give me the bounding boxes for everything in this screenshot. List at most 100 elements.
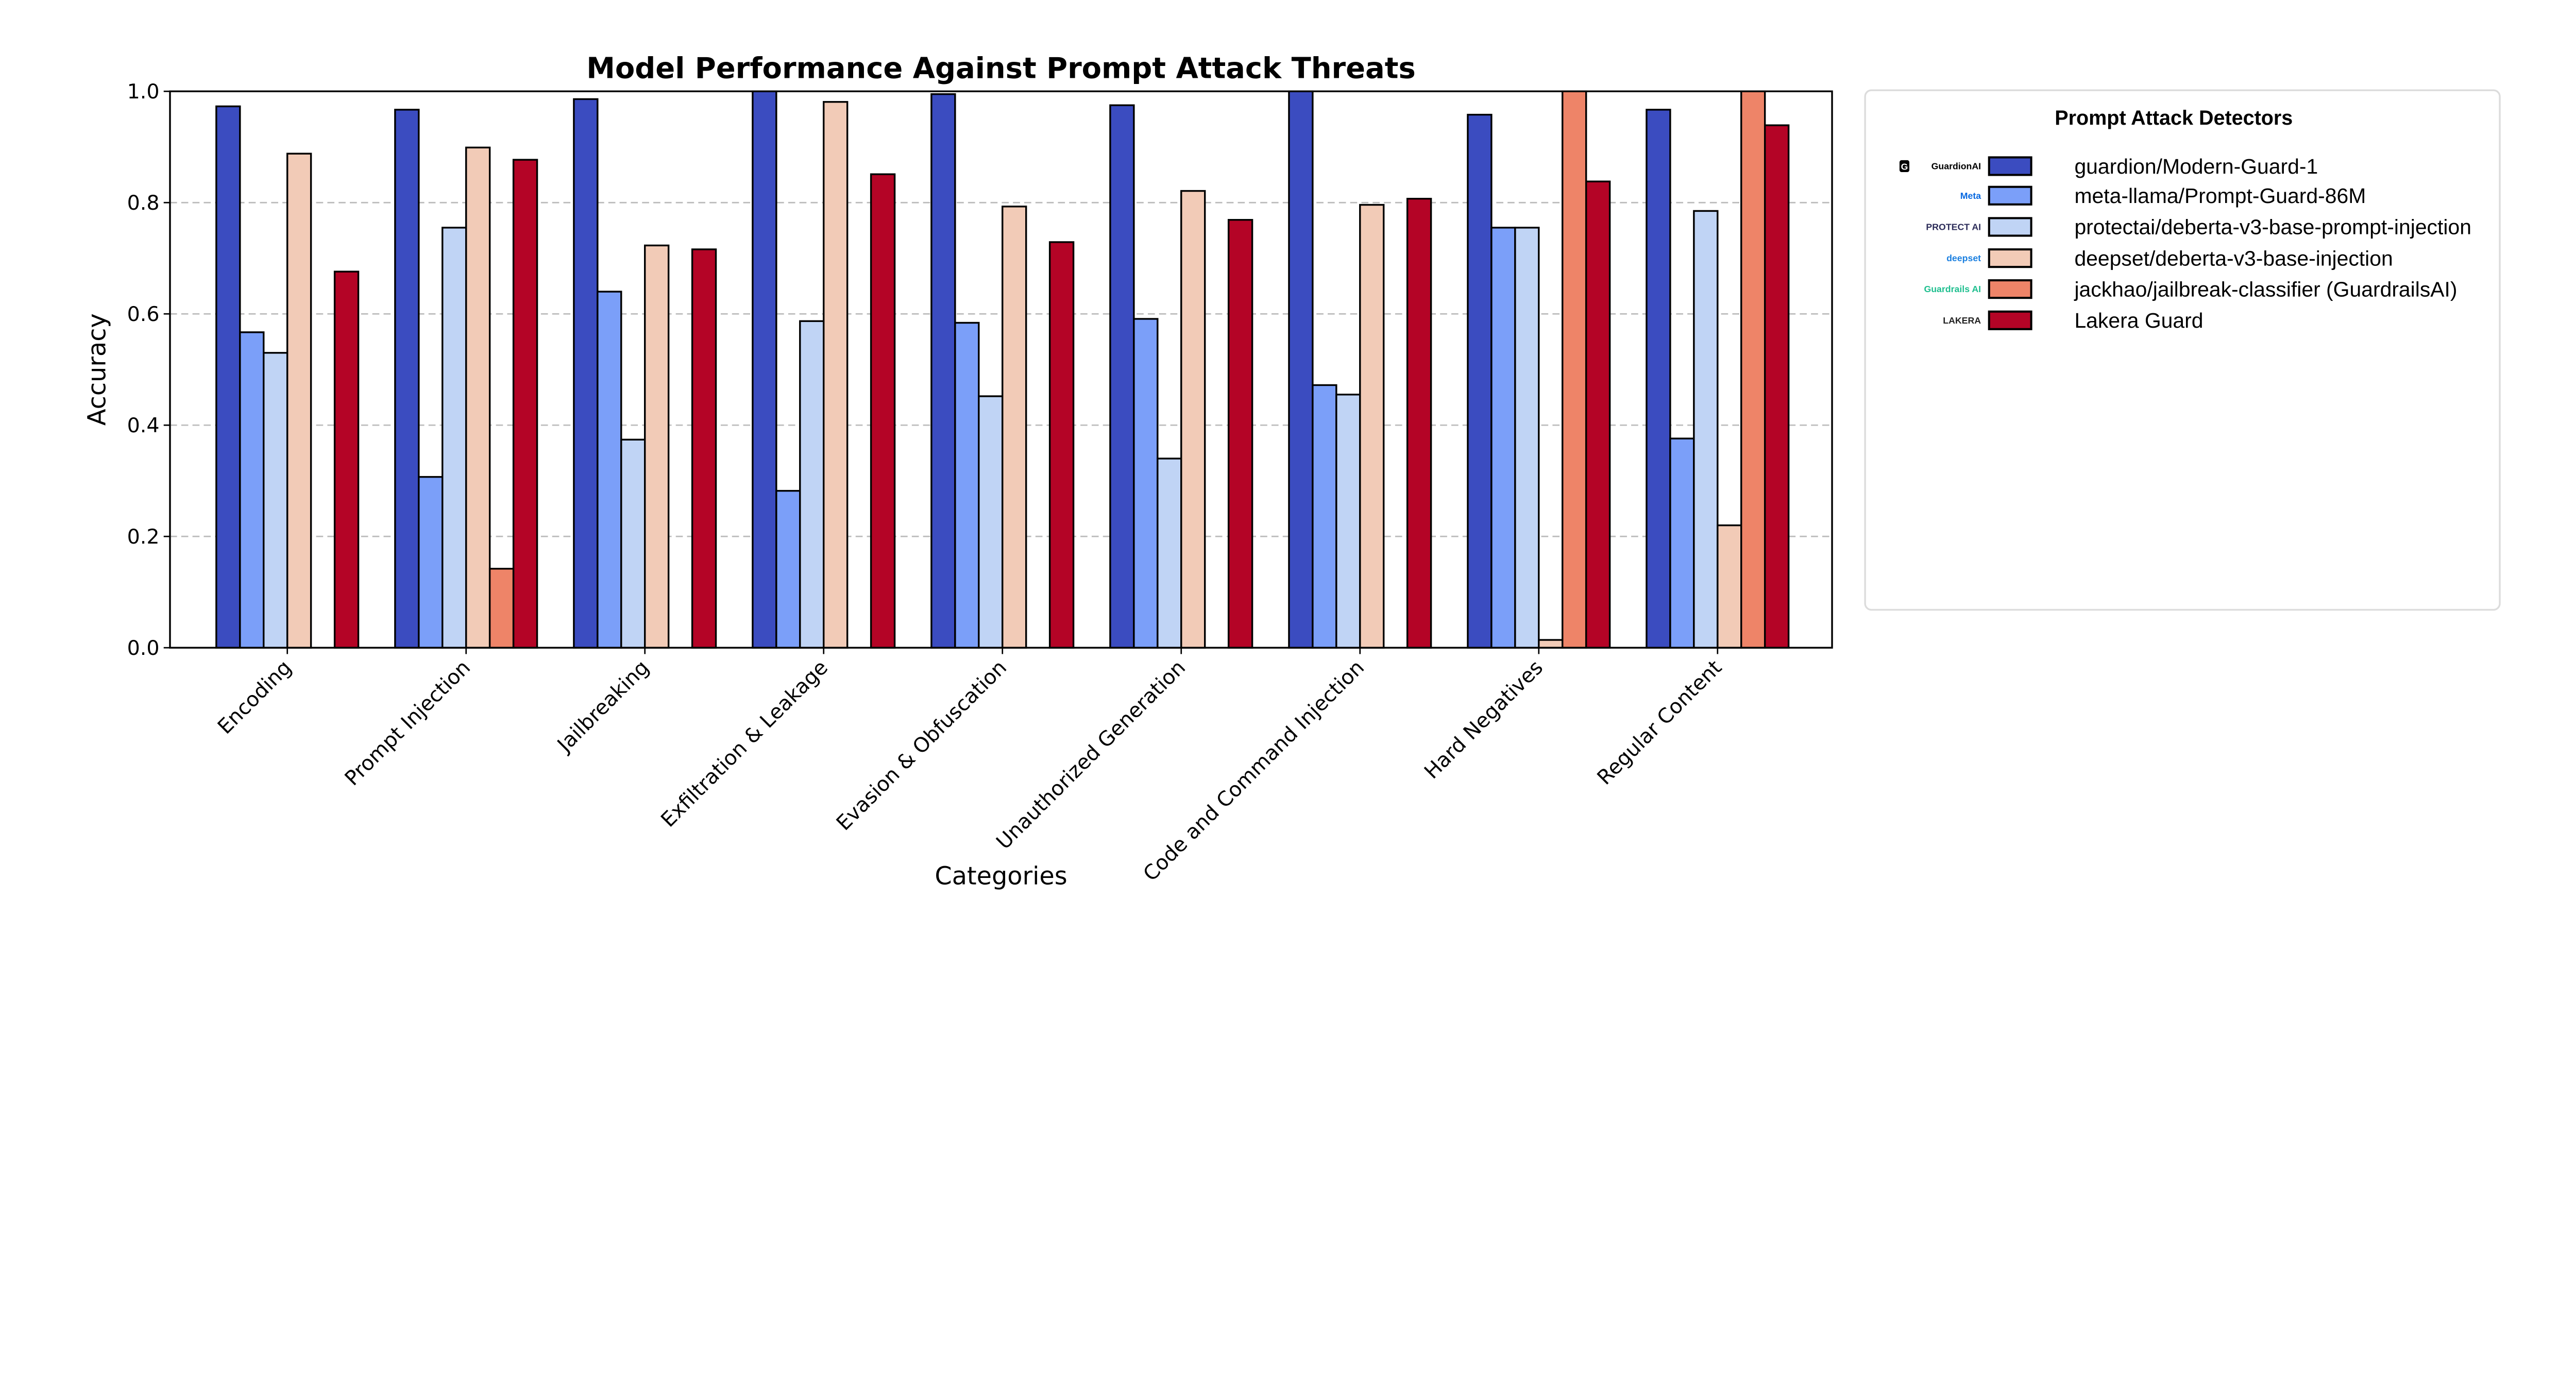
bar bbox=[870, 173, 896, 649]
logo-text: LAKERA bbox=[1943, 315, 1981, 326]
legend-swatch bbox=[1988, 217, 2032, 237]
bar bbox=[1490, 227, 1516, 649]
bar bbox=[1585, 180, 1611, 649]
y-axis-title: Accuracy bbox=[83, 313, 112, 426]
legend-label: deepset/deberta-v3-base-injection bbox=[2074, 246, 2393, 270]
bar bbox=[286, 153, 312, 649]
bar bbox=[1406, 197, 1432, 649]
x-axis-title: Categories bbox=[935, 862, 1067, 891]
bar bbox=[1514, 227, 1540, 649]
x-tick-label: Jailbreaking bbox=[552, 656, 654, 758]
x-tick-label: Code and Command Injection bbox=[1139, 656, 1369, 886]
bar bbox=[215, 105, 241, 649]
legend-label: protectai/deberta-v3-base-prompt-injecti… bbox=[2074, 215, 2471, 239]
bar bbox=[1740, 90, 1766, 649]
bar bbox=[573, 98, 599, 649]
x-tick-label: Hard Negatives bbox=[1420, 656, 1548, 784]
legend-item: deepset deepset/deberta-v3-base-injection bbox=[1946, 246, 2393, 270]
legend-label: guardion/Modern-Guard-1 bbox=[2074, 155, 2318, 178]
bar bbox=[1227, 219, 1253, 649]
x-tick-label: Evasion & Obfuscation bbox=[832, 656, 1011, 835]
bar bbox=[752, 90, 777, 649]
bar bbox=[1359, 204, 1385, 649]
bar bbox=[1717, 524, 1742, 649]
logo-text: Guardrails AI bbox=[1924, 284, 1981, 294]
bar bbox=[1312, 384, 1337, 649]
legend-item: PROTECT AI protectai/deberta-v3-base-prom… bbox=[1926, 215, 2471, 239]
lakera-logo-icon: LAKERA bbox=[1943, 315, 1981, 326]
legend-label: jackhao/jailbreak-classifier (Guardrails… bbox=[2074, 277, 2457, 301]
bar bbox=[465, 146, 491, 649]
svg-text:G: G bbox=[1901, 161, 1908, 172]
bar bbox=[263, 352, 289, 649]
legend-swatch bbox=[1988, 279, 2032, 299]
bar bbox=[418, 476, 444, 649]
x-tick-label: Regular Content bbox=[1592, 656, 1726, 790]
bar bbox=[1764, 124, 1790, 649]
y-tick-label: 1.0 bbox=[127, 80, 160, 104]
legend-item: Guardrails AI jackhao/jailbreak-classifie… bbox=[1924, 277, 2457, 301]
bar bbox=[1467, 113, 1493, 649]
x-tick-label: Prompt Injection bbox=[340, 656, 475, 791]
y-axis: 0.0 0.2 0.4 0.6 0.8 1.0 bbox=[127, 80, 170, 660]
bar bbox=[1048, 241, 1075, 649]
bar bbox=[1669, 437, 1695, 649]
bar bbox=[333, 270, 360, 649]
bar-chart: Model Performance Against Prompt Attack … bbox=[83, 52, 2501, 891]
bar bbox=[620, 438, 646, 649]
chart-title: Model Performance Against Prompt Attack … bbox=[586, 52, 1415, 85]
legend-item: LAKERA Lakera Guard bbox=[1943, 309, 2203, 332]
guardion-logo-icon: G GuardionAI bbox=[1899, 160, 1981, 173]
bar bbox=[1133, 318, 1159, 649]
x-tick-label: Unauthorized Generation bbox=[992, 656, 1190, 854]
x-axis: Encoding Prompt Injection Jailbreaking Exfi… bbox=[213, 648, 1726, 886]
deepset-logo-icon: deepset bbox=[1946, 253, 1981, 263]
legend-swatch bbox=[1988, 310, 2032, 330]
bar bbox=[512, 159, 538, 649]
bar bbox=[1109, 104, 1135, 649]
bar bbox=[1157, 458, 1182, 649]
bar bbox=[643, 244, 670, 649]
logo-text: Meta bbox=[1960, 191, 1981, 201]
legend-swatch bbox=[1988, 156, 2032, 176]
bar bbox=[442, 227, 467, 649]
y-tick-label: 0.0 bbox=[127, 636, 160, 660]
bar bbox=[978, 395, 1004, 649]
bars bbox=[215, 90, 1790, 649]
bar bbox=[1335, 394, 1361, 649]
bar bbox=[1180, 190, 1206, 649]
y-tick-label: 0.2 bbox=[127, 525, 160, 549]
legend-item: Meta meta-llama/Prompt-Guard-86M bbox=[1960, 184, 2366, 208]
plot-frame bbox=[169, 90, 1833, 649]
y-tick-label: 0.8 bbox=[127, 191, 160, 215]
guardrails-logo-icon: Guardrails AI bbox=[1924, 284, 1981, 294]
logo-text: GuardionAI bbox=[1931, 161, 1981, 172]
bar bbox=[1002, 206, 1027, 649]
bar bbox=[488, 568, 515, 649]
bar bbox=[1562, 90, 1587, 649]
legend-label: meta-llama/Prompt-Guard-86M bbox=[2074, 184, 2366, 208]
bar bbox=[1288, 90, 1314, 649]
y-tick-label: 0.4 bbox=[127, 414, 160, 437]
logo-text: PROTECT AI bbox=[1926, 222, 1981, 232]
legend-swatch bbox=[1988, 185, 2032, 206]
bar bbox=[775, 489, 801, 649]
protectai-shield-logo-icon: PROTECT AI bbox=[1926, 222, 1981, 232]
bar bbox=[394, 109, 420, 649]
bar bbox=[954, 322, 980, 649]
bar bbox=[1538, 639, 1564, 649]
bar bbox=[597, 291, 622, 649]
bar bbox=[691, 248, 717, 649]
bar bbox=[930, 93, 956, 649]
bar bbox=[239, 331, 265, 649]
legend-title: Prompt Attack Detectors bbox=[2055, 107, 2293, 129]
x-tick-label: Encoding bbox=[213, 656, 296, 739]
x-tick-label: Exfiltration & Leakage bbox=[656, 656, 833, 832]
bar bbox=[1693, 210, 1719, 649]
grid-lines bbox=[170, 201, 1833, 537]
bar bbox=[799, 320, 825, 649]
legend-label: Lakera Guard bbox=[2074, 309, 2203, 332]
bar bbox=[1646, 109, 1671, 649]
bar bbox=[823, 101, 849, 649]
legend: Prompt Attack Detectors G GuardionAI guard… bbox=[1864, 89, 2501, 611]
